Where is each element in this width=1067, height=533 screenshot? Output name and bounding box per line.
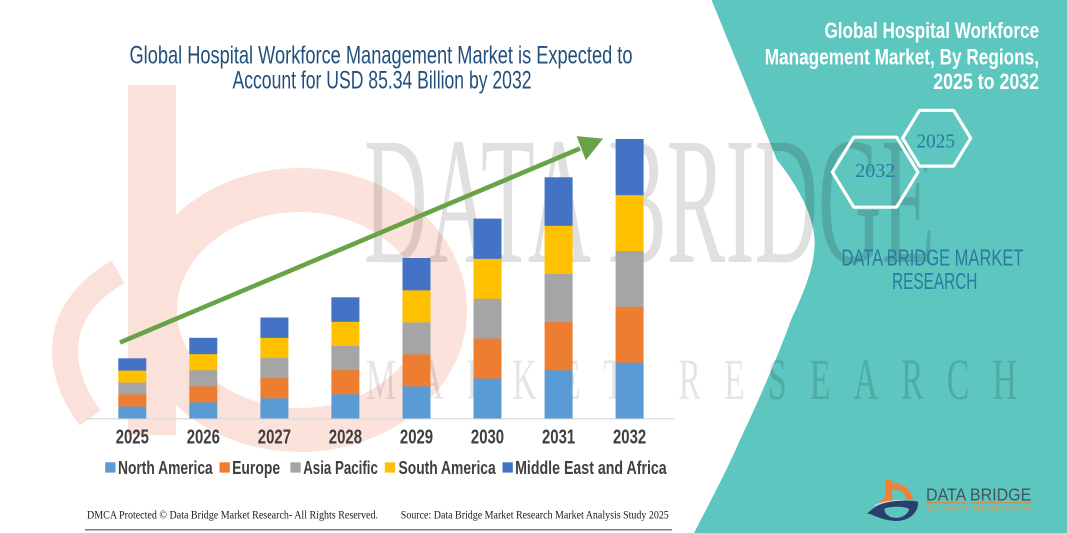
svg-text:MARKET RESEARCH: MARKET RESEARCH: [927, 504, 1030, 514]
svg-text:Management Market, By Regions,: Management Market, By Regions,: [765, 45, 1039, 70]
svg-text:Account for USD 85.34 Billion: Account for USD 85.34 Billion by 2032: [233, 67, 532, 95]
svg-text:2025 to 2032: 2025 to 2032: [933, 69, 1039, 94]
svg-text:South America: South America: [399, 458, 497, 478]
svg-text:DATA BRIDGE: DATA BRIDGE: [926, 485, 1031, 505]
svg-text:2031: 2031: [542, 426, 575, 448]
svg-text:2032: 2032: [855, 160, 895, 182]
svg-text:2025: 2025: [917, 131, 956, 153]
svg-text:2032: 2032: [613, 426, 646, 448]
svg-text:2029: 2029: [400, 426, 433, 448]
svg-text:Middle East and Africa: Middle East and Africa: [515, 458, 667, 478]
svg-text:Europe: Europe: [232, 458, 280, 478]
svg-text:DATA BRIDGE MARKET: DATA BRIDGE MARKET: [842, 245, 1024, 271]
svg-text:Global Hospital Workforce: Global Hospital Workforce: [825, 18, 1040, 43]
svg-text:Asia Pacific: Asia Pacific: [303, 458, 378, 478]
svg-text:2026: 2026: [187, 426, 220, 448]
svg-text:MARKET RESEARCH: MARKET RESEARCH: [366, 347, 1040, 412]
svg-text:DMCA Protected © Data Bridge M: DMCA Protected © Data Bridge Market Rese…: [87, 510, 378, 522]
svg-text:North America: North America: [118, 458, 213, 478]
svg-text:2030: 2030: [471, 426, 504, 448]
svg-text:2028: 2028: [329, 426, 362, 448]
svg-text:2025: 2025: [116, 426, 149, 448]
svg-text:Global Hospital Workforce Mana: Global Hospital Workforce Management Mar…: [130, 42, 633, 70]
svg-text:2027: 2027: [258, 426, 291, 448]
svg-text:Source: Data Bridge Market Res: Source: Data Bridge Market Research Mark…: [401, 510, 669, 522]
svg-text:RESEARCH: RESEARCH: [892, 268, 977, 294]
